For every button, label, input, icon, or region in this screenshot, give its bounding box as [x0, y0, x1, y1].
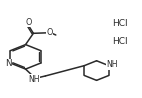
Text: O: O	[46, 28, 53, 37]
Text: NH: NH	[106, 60, 118, 69]
Text: HCl: HCl	[112, 37, 128, 46]
Text: O: O	[25, 18, 32, 27]
Text: HCl: HCl	[112, 19, 128, 28]
Text: NH: NH	[28, 75, 39, 84]
Text: N: N	[5, 59, 12, 68]
